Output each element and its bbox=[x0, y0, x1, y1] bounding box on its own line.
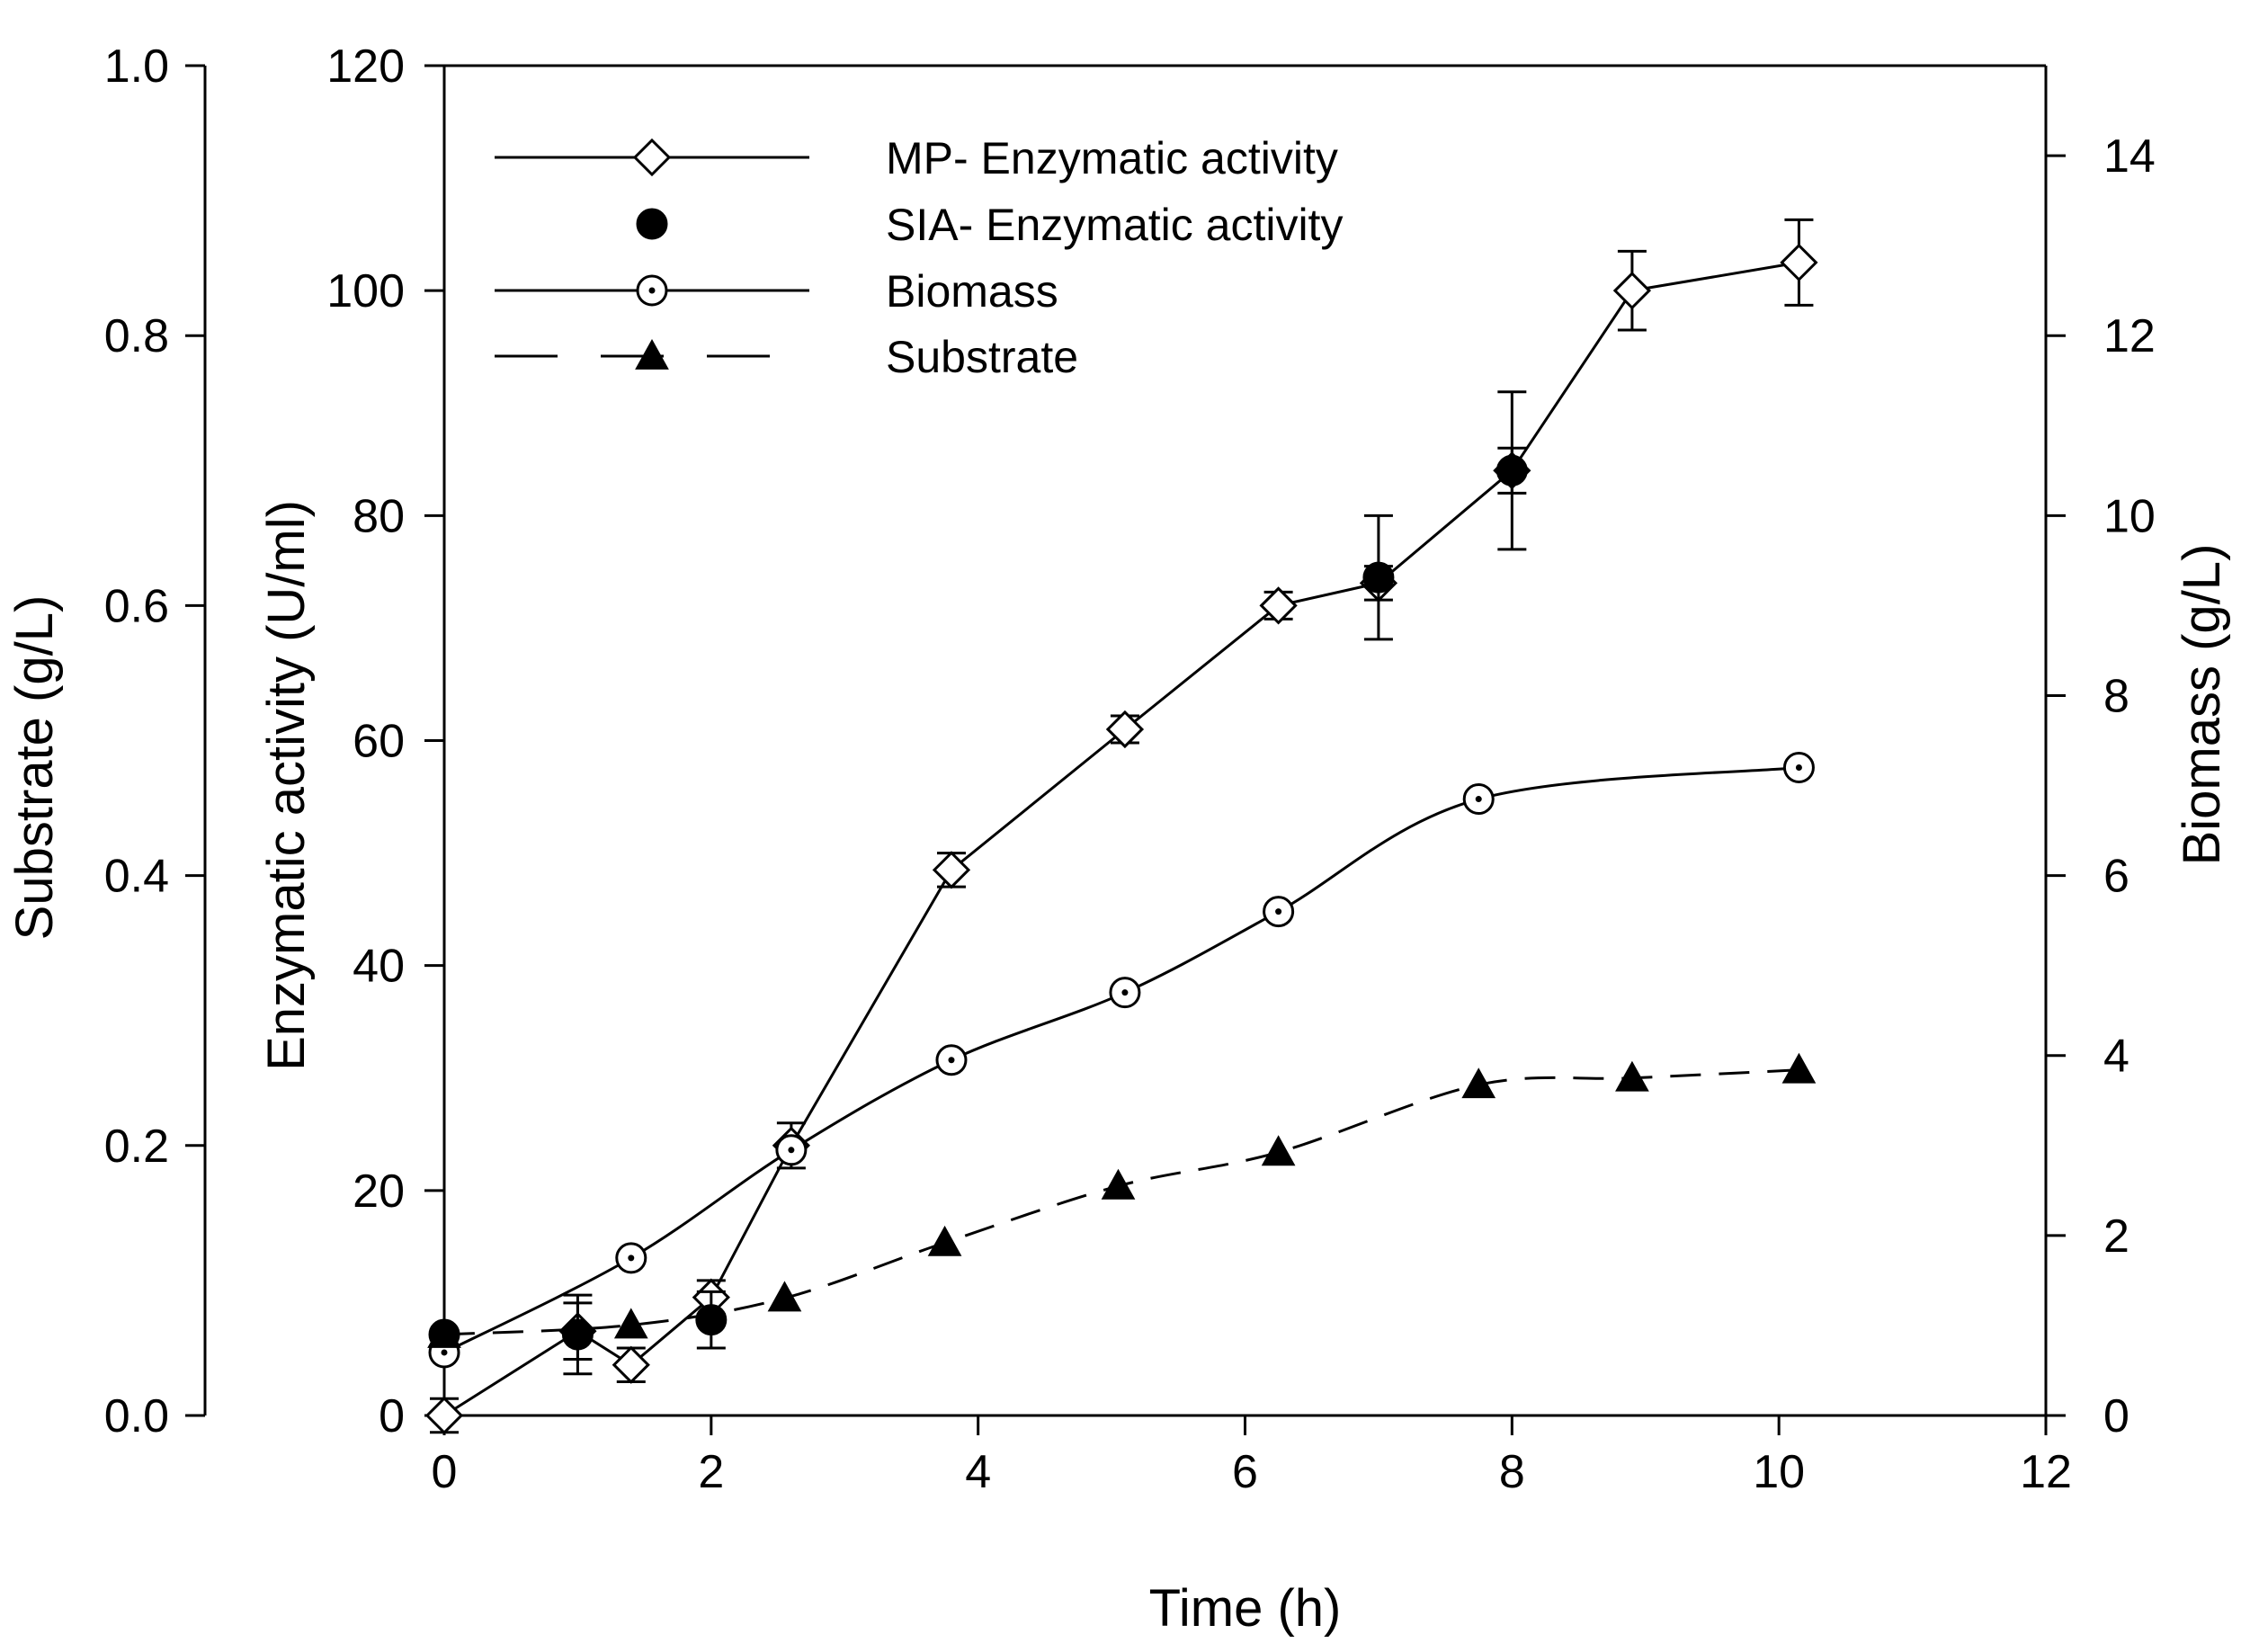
series-mp-enzymatic-activity bbox=[424, 218, 1818, 1435]
enzymatic-tick-label: 40 bbox=[353, 941, 405, 993]
data-point-dot bbox=[948, 1057, 955, 1064]
data-point-dot bbox=[628, 1255, 635, 1262]
data-point bbox=[1263, 896, 1295, 928]
biomass-tick-label: 10 bbox=[2103, 490, 2156, 542]
biomass-tick-label: 6 bbox=[2103, 851, 2129, 903]
x-tick-label: 0 bbox=[432, 1446, 458, 1498]
data-point bbox=[612, 1345, 650, 1384]
legend-marker bbox=[636, 208, 668, 240]
enzymatic-tick-label: 60 bbox=[353, 716, 405, 768]
data-point bbox=[1782, 752, 1815, 784]
substrate-tick-label: 0.4 bbox=[104, 851, 169, 903]
data-point bbox=[1101, 1168, 1136, 1200]
enzymatic-tick-label: 120 bbox=[326, 40, 405, 93]
data-point bbox=[1462, 783, 1495, 816]
legend-marker-dot bbox=[648, 287, 656, 294]
data-point bbox=[927, 1225, 962, 1256]
legend-label: Biomass bbox=[886, 266, 1058, 317]
legend-marker bbox=[635, 338, 669, 370]
data-point-dot bbox=[441, 1349, 448, 1356]
substrate-tick-label: 0.0 bbox=[104, 1390, 169, 1442]
legend-entry: Substrate bbox=[495, 332, 1078, 382]
legend-marker bbox=[636, 274, 668, 307]
data-point bbox=[1781, 1052, 1817, 1084]
x-tick-label: 6 bbox=[1232, 1446, 1258, 1498]
data-point bbox=[615, 1242, 647, 1274]
enzymatic-tick-label: 100 bbox=[326, 265, 405, 317]
biomass-tick-label: 4 bbox=[2103, 1031, 2129, 1083]
enzymatic-tick-label: 80 bbox=[353, 490, 405, 542]
data-point bbox=[424, 1396, 464, 1435]
legend-label: SIA- Enzymatic activity bbox=[886, 200, 1343, 250]
series-biomass bbox=[428, 752, 1815, 1369]
substrate-tick-label: 0.6 bbox=[104, 580, 169, 632]
data-point bbox=[767, 1281, 802, 1312]
series-layer bbox=[424, 218, 1818, 1435]
data-point-dot bbox=[1795, 764, 1802, 772]
x-tick-label: 8 bbox=[1499, 1446, 1525, 1498]
biomass-tick-label: 2 bbox=[2103, 1210, 2129, 1263]
legend-entry: Biomass bbox=[495, 266, 1058, 317]
legend-label: Substrate bbox=[886, 332, 1078, 382]
biomass-tick-label: 12 bbox=[2103, 310, 2156, 362]
data-point bbox=[561, 1318, 594, 1351]
substrate-axis-title: Substrate (g/L) bbox=[5, 595, 64, 941]
legend: MP- Enzymatic activity SIA- Enzymatic act… bbox=[495, 133, 1343, 382]
data-point bbox=[613, 1308, 648, 1339]
legend-entry: MP- Enzymatic activity bbox=[495, 133, 1338, 183]
legend-entry: SIA- Enzymatic activity bbox=[636, 200, 1343, 250]
substrate-tick-label: 1.0 bbox=[104, 40, 169, 93]
data-point bbox=[427, 1317, 461, 1348]
substrate-tick-label: 0.8 bbox=[104, 310, 169, 362]
biomass-axis-title: Biomass (g/L) bbox=[2173, 544, 2231, 866]
biomass-tick-label: 0 bbox=[2103, 1390, 2129, 1442]
enzymatic-tick-label: 20 bbox=[353, 1165, 405, 1218]
series-substrate bbox=[427, 1052, 1817, 1348]
data-point-dot bbox=[1121, 989, 1129, 996]
data-point bbox=[775, 1134, 808, 1166]
data-point bbox=[1362, 561, 1395, 594]
data-point bbox=[695, 1304, 728, 1336]
data-point bbox=[1261, 1135, 1296, 1166]
data-point-dot bbox=[1475, 796, 1482, 803]
data-point bbox=[1780, 243, 1818, 282]
legend-marker bbox=[632, 138, 672, 177]
x-tick-label: 12 bbox=[2020, 1446, 2072, 1498]
data-point-dot bbox=[788, 1147, 795, 1154]
data-point bbox=[1495, 454, 1528, 487]
biomass-tick-label: 8 bbox=[2103, 670, 2129, 722]
data-point bbox=[935, 1044, 968, 1076]
data-point bbox=[1259, 586, 1298, 625]
enzymatic-axis-title: Enzymatic activity (U/ml) bbox=[257, 500, 316, 1071]
data-point bbox=[1612, 272, 1652, 310]
x-tick-label: 4 bbox=[965, 1446, 991, 1498]
substrate-tick-label: 0.2 bbox=[104, 1121, 169, 1173]
x-tick-label: 2 bbox=[698, 1446, 724, 1498]
data-point bbox=[1615, 1060, 1649, 1092]
x-axis-title: Time (h) bbox=[1149, 1579, 1342, 1638]
x-tick-label: 10 bbox=[1753, 1446, 1805, 1498]
data-point bbox=[932, 851, 971, 889]
data-point-dot bbox=[1275, 908, 1282, 915]
enzymatic-tick-label: 0 bbox=[379, 1390, 405, 1442]
data-point bbox=[1461, 1067, 1496, 1099]
data-point bbox=[1109, 977, 1141, 1009]
data-point bbox=[1105, 710, 1145, 749]
biomass-tick-label: 14 bbox=[2103, 130, 2156, 183]
legend-label: MP- Enzymatic activity bbox=[886, 133, 1338, 183]
